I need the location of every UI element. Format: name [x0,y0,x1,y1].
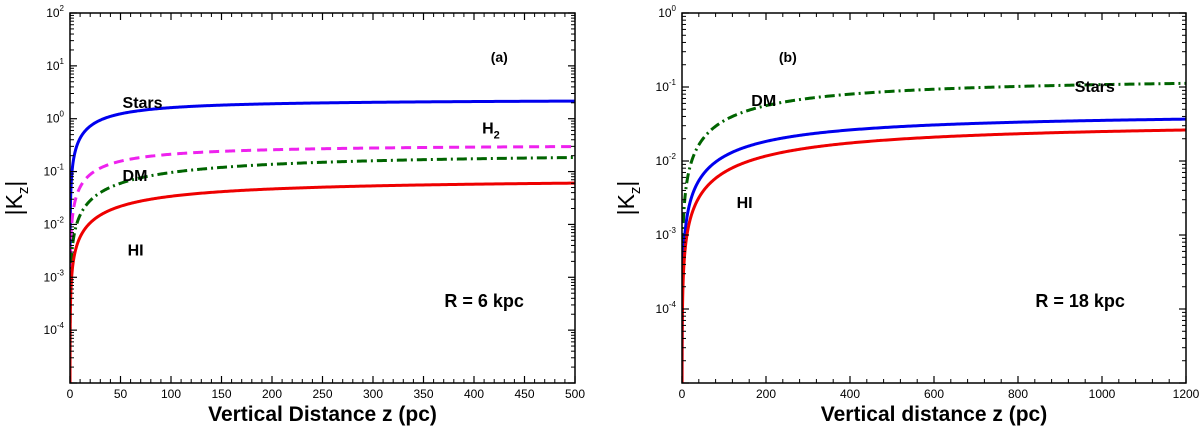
panel-a-x-tick-label: 100 [161,387,181,401]
panel-b-x-tick-label: 800 [1008,387,1028,401]
panel-b-x-axis-label: Vertical distance z (pc) [821,403,1047,426]
panel-a-x-tick-label: 0 [67,387,74,401]
panel-a-x-tick-label: 150 [211,387,231,401]
panel-b-x-tick-label: 1000 [1089,387,1116,401]
panel-a-y-tick-label: 10-2 [44,215,65,231]
panel-b-radius-label: R = 18 kpc [1035,291,1125,311]
panel-a-x-tick-label: 350 [413,387,433,401]
panel-a-x-tick-label: 500 [565,387,585,401]
panel-a-x-tick-label: 300 [363,387,383,401]
panel-b-x-tick-label: 600 [924,387,944,401]
panel-a-x-tick-label: 50 [114,387,128,401]
panel-a-series-h2 [70,145,575,383]
panel-a-y-tick-label: 101 [46,57,64,73]
panel-b-y-tick-label: 100 [658,4,676,20]
panel-b-x-tick-label: 1200 [1173,387,1200,401]
panel-b-series-dm [682,81,1186,383]
panel-b-plot-frame [681,12,1187,384]
panel-a-x-tick-label: 200 [262,387,282,401]
panel-b-annotation-dm: DM [751,93,776,110]
panel-a-x-tick-label: 450 [514,387,534,401]
panel-a-x-tick-label: 250 [312,387,332,401]
panel-a-annotation-dm: DM [123,168,148,185]
panel-b-x-tick-label: 0 [679,387,686,401]
panel-a-y-tick-label: 100 [46,110,64,126]
panel-a-x-tick-label: 400 [464,387,484,401]
panel-a-y-tick-label: 10-1 [44,163,65,179]
panel-a-y-tick-label: 102 [46,4,64,20]
panel-b-y-tick-label: 10-3 [656,226,677,242]
panel-b-y-tick-label: 10-2 [656,152,677,168]
panel-b-annotation-stars: Stars [1075,79,1115,96]
panel-b-x-tick-label: 200 [756,387,776,401]
panel-a-annotation-stars: Stars [123,95,163,112]
panel-a-annotation-h2: H2 [482,121,500,142]
panel-a-chart: 0 50 100 150 200 250 300 350 400 450 500 10-4 10-3 10… [1,4,585,426]
panel-a-x-axis-label: Vertical Distance z (pc) [208,403,437,426]
panel-b-y-axis-label: |Kz| [613,181,644,216]
panel-a-annotation-hi: HI [128,242,144,259]
panel-a-panel-label: (a) [491,49,508,65]
panel-b-y-tick-label: 10-4 [656,300,677,316]
panel-b-y-tick-label: 10-1 [656,78,677,94]
panel-b-panel-label: (b) [779,49,797,65]
panel-b-annotation-hi: HI [737,195,753,212]
panel-a-y-tick-label: 10-4 [44,321,65,337]
panel-b-series-hi [682,128,1186,383]
panel-b-series-stars [682,117,1186,383]
panel-a-series-stars [70,99,575,383]
panel-a-y-axis-label: |Kz| [1,181,32,216]
panel-a-plot-frame [69,12,576,384]
panel-b-x-tick-label: 400 [840,387,860,401]
panel-a-radius-label: R = 6 kpc [444,291,524,311]
panel-a-series-hi [70,181,575,383]
panel-b-chart: 0 200 400 600 800 1000 1200 10-4 10-3 10-2 10-1 100… [613,4,1200,426]
panel-a-y-tick-label: 10-3 [44,268,65,284]
panel-a-series-dm [70,156,575,383]
